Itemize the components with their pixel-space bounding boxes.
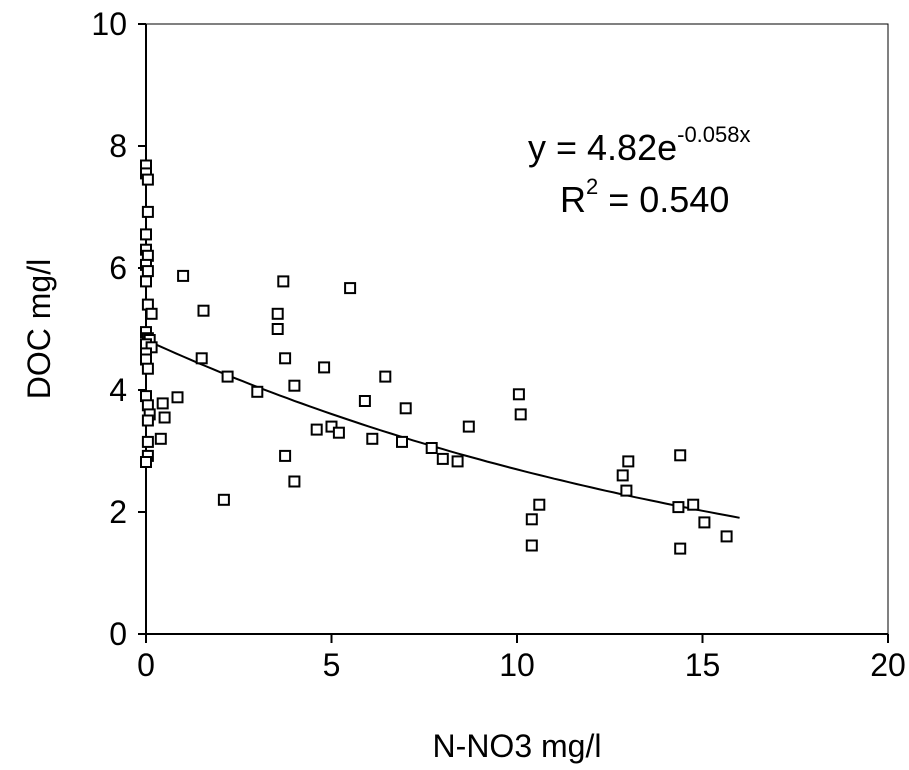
- data-point: [171, 391, 184, 404]
- data-point: [141, 362, 154, 375]
- data-point: [616, 469, 629, 482]
- data-point: [288, 379, 301, 392]
- data-point: [158, 411, 171, 424]
- data-point: [279, 449, 292, 462]
- data-point: [154, 432, 167, 445]
- data-point: [512, 388, 525, 401]
- plot-area-frame: [145, 23, 889, 635]
- x-tick-label: 0: [137, 647, 155, 683]
- data-point: [318, 361, 331, 374]
- r-squared-superscript: 2: [586, 174, 598, 199]
- data-point: [140, 456, 152, 468]
- x-tick-label: 15: [685, 647, 721, 683]
- data-point: [698, 516, 711, 529]
- data-point: [366, 432, 379, 445]
- data-point: [533, 498, 546, 511]
- data-point: [271, 323, 284, 335]
- data-point: [425, 442, 438, 454]
- exponential-trendline: [145, 339, 740, 519]
- data-point: [141, 414, 154, 427]
- data-point: [221, 370, 234, 383]
- data-point: [145, 307, 158, 320]
- data-point: [332, 426, 345, 439]
- equation-prefix: y = 4.82e: [528, 127, 677, 168]
- data-point: [177, 269, 190, 282]
- data-point: [344, 282, 357, 295]
- data-point: [622, 455, 635, 468]
- r-squared-value: = 0.540: [598, 179, 729, 220]
- data-point: [514, 408, 527, 421]
- data-point: [399, 402, 412, 415]
- y-axis-title: DOC mg/l: [21, 259, 57, 399]
- x-tick-label: 20: [870, 647, 906, 683]
- data-point: [156, 397, 169, 410]
- data-point: [687, 498, 700, 511]
- data-point: [358, 395, 371, 407]
- data-point: [674, 449, 687, 462]
- r-squared-base: R: [560, 179, 586, 220]
- x-tick-label: 10: [499, 647, 535, 683]
- data-point: [451, 455, 464, 468]
- data-point: [141, 205, 154, 218]
- y-tick-group: 0 2 4 6 8 10: [91, 6, 146, 652]
- data-point: [251, 385, 264, 398]
- data-point: [672, 501, 685, 514]
- x-tick-label: 5: [323, 647, 341, 683]
- data-point: [620, 484, 633, 497]
- data-point: [379, 370, 392, 383]
- data-point: [141, 173, 154, 186]
- data-point: [277, 275, 290, 288]
- data-point: [141, 435, 154, 448]
- equation-exponent: -0.058x: [677, 122, 750, 147]
- data-point: [462, 420, 475, 433]
- data-point: [525, 513, 538, 526]
- trendline-group: [145, 339, 740, 519]
- data-point: [310, 423, 323, 436]
- data-point: [288, 475, 301, 488]
- y-tick-label: 4: [109, 372, 127, 408]
- axes-group: [145, 23, 889, 635]
- data-point: [271, 307, 284, 320]
- data-point: [195, 352, 208, 365]
- r-squared-label: R2 = 0.540: [560, 174, 729, 220]
- y-tick-label: 0: [109, 616, 127, 652]
- data-point: [140, 275, 152, 288]
- data-point: [525, 539, 538, 552]
- data-point: [396, 435, 408, 448]
- data-point: [436, 452, 449, 465]
- data-points-group: [140, 159, 733, 555]
- y-tick-label: 6: [109, 250, 127, 286]
- data-point: [140, 228, 152, 241]
- y-tick-label: 2: [109, 494, 127, 530]
- data-point: [674, 542, 687, 555]
- data-point: [197, 304, 210, 317]
- data-point: [141, 265, 154, 278]
- y-tick-label: 8: [109, 128, 127, 164]
- y-tick-label: 10: [91, 6, 127, 42]
- x-axis-title: N-NO3 mg/l: [433, 728, 602, 764]
- data-point: [325, 420, 338, 433]
- data-point: [720, 530, 733, 543]
- data-point: [279, 352, 292, 365]
- x-tick-group: 0 5 10 15 20: [137, 634, 906, 683]
- data-point: [217, 493, 230, 506]
- trendline-equation: y = 4.82e-0.058x: [528, 122, 751, 168]
